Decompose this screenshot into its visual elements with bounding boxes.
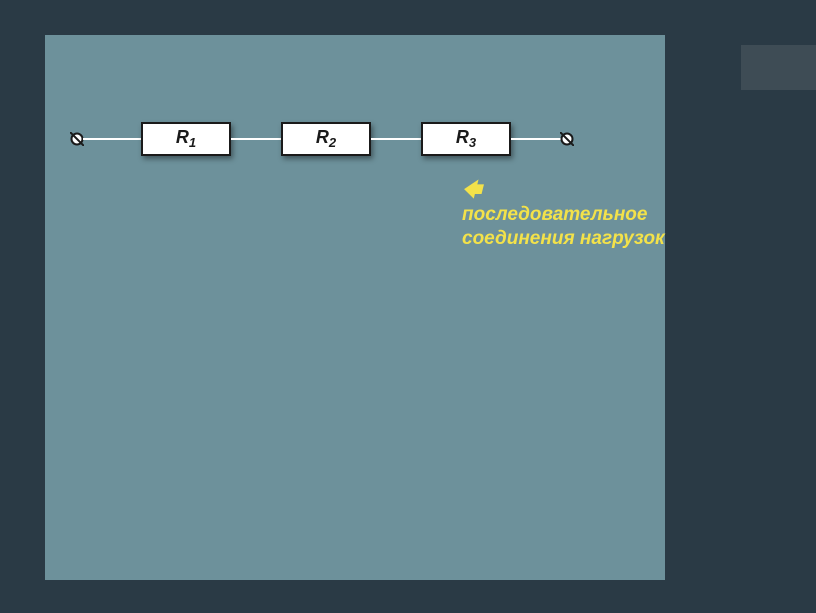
wire [231,138,281,140]
resistor-index: 2 [329,136,336,151]
terminal-left [70,132,84,146]
wire [83,138,141,140]
series-circuit: R1 R2 R3 [71,119,631,159]
slide-canvas: R1 R2 R3 🡄 последовательное с [45,35,665,580]
resistor-label: R3 [456,127,476,150]
caption: 🡄 последовательное соединения нагрузок [462,179,665,250]
caption-line2: соединения нагрузок [462,228,665,249]
wire [511,138,561,140]
resistor-label: R2 [316,127,336,150]
resistor-r2: R2 [281,122,371,156]
resistor-index: 3 [469,136,476,151]
resistor-symbol: R [176,127,189,147]
resistor-label: R1 [176,127,196,150]
resistor-index: 1 [189,136,196,151]
resistor-r3: R3 [421,122,511,156]
wire [371,138,421,140]
resistor-r1: R1 [141,122,231,156]
terminal-right [560,132,574,146]
resistor-symbol: R [456,127,469,147]
caption-line1: последовательное [462,204,647,225]
accent-bar [741,45,816,90]
caption-bullet: 🡄 [462,180,482,201]
resistor-symbol: R [316,127,329,147]
